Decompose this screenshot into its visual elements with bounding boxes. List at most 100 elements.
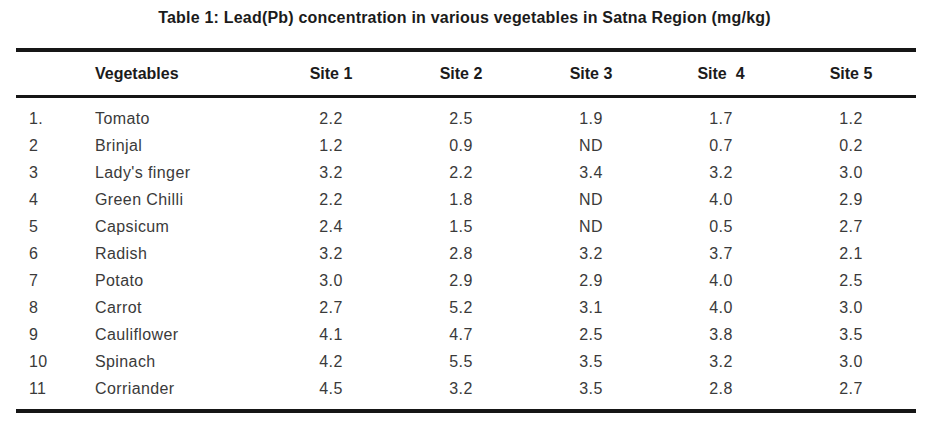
row-number: 2: [16, 132, 78, 159]
column-header-site-5: Site 5: [786, 50, 916, 97]
site-4-value: 3.8: [656, 321, 786, 348]
site-3-value: 3.2: [526, 240, 656, 267]
site-1-value: 4.5: [266, 375, 396, 411]
lead-concentration-table: Vegetables Site 1 Site 2 Site 3 Site 4 S…: [16, 48, 916, 413]
column-header-site-1: Site 1: [266, 50, 396, 97]
row-number: 11: [16, 375, 78, 411]
site-2-value: 1.8: [396, 186, 526, 213]
table-row: 5Capsicum2.41.5ND0.52.7: [16, 213, 916, 240]
row-number: 3: [16, 159, 78, 186]
site-3-value: ND: [526, 213, 656, 240]
table-row: 3Lady's finger3.22.23.43.23.0: [16, 159, 916, 186]
site-1-value: 4.1: [266, 321, 396, 348]
site-2-value: 2.9: [396, 267, 526, 294]
table-row: 7Potato3.02.92.94.02.5: [16, 267, 916, 294]
site-4-value: 3.2: [656, 348, 786, 375]
site-5-value: 1.2: [786, 97, 916, 133]
site-4-value: 2.8: [656, 375, 786, 411]
table-row: 8Carrot2.75.23.14.03.0: [16, 294, 916, 321]
row-number: 1.: [16, 97, 78, 133]
site-1-value: 2.2: [266, 186, 396, 213]
table-body: 1.Tomato2.22.51.91.71.22Brinjal1.20.9ND0…: [16, 97, 916, 412]
vegetable-name: Tomato: [78, 97, 266, 133]
site-2-value: 2.5: [396, 97, 526, 133]
site-4-value: 1.7: [656, 97, 786, 133]
site-5-value: 3.0: [786, 294, 916, 321]
site-4-value: 4.0: [656, 186, 786, 213]
site-3-value: ND: [526, 132, 656, 159]
site-4-value: 4.0: [656, 267, 786, 294]
table-row: 10Spinach4.25.53.53.23.0: [16, 348, 916, 375]
site-3-value: 3.5: [526, 348, 656, 375]
site-2-value: 2.8: [396, 240, 526, 267]
site-3-value: ND: [526, 186, 656, 213]
table-row: 1.Tomato2.22.51.91.71.2: [16, 97, 916, 133]
site-5-value: 2.7: [786, 375, 916, 411]
site-2-value: 2.2: [396, 159, 526, 186]
vegetable-name: Potato: [78, 267, 266, 294]
table-row: 9Cauliflower4.14.72.53.83.5: [16, 321, 916, 348]
site-5-value: 3.5: [786, 321, 916, 348]
row-number: 8: [16, 294, 78, 321]
site-3-value: 3.4: [526, 159, 656, 186]
table-row: 4Green Chilli2.21.8ND4.02.9: [16, 186, 916, 213]
vegetable-name: Green Chilli: [78, 186, 266, 213]
site-5-value: 2.7: [786, 213, 916, 240]
site-1-value: 2.4: [266, 213, 396, 240]
site-2-value: 1.5: [396, 213, 526, 240]
site-5-value: 2.1: [786, 240, 916, 267]
site-1-value: 4.2: [266, 348, 396, 375]
site-3-value: 2.5: [526, 321, 656, 348]
vegetable-name: Corriander: [78, 375, 266, 411]
site-5-value: 2.5: [786, 267, 916, 294]
site-1-value: 2.7: [266, 294, 396, 321]
header-row: Vegetables Site 1 Site 2 Site 3 Site 4 S…: [16, 50, 916, 97]
row-number: 9: [16, 321, 78, 348]
site-4-value: 3.7: [656, 240, 786, 267]
site-1-value: 1.2: [266, 132, 396, 159]
site-1-value: 3.2: [266, 240, 396, 267]
site-4-value: 4.0: [656, 294, 786, 321]
column-header-site-2: Site 2: [396, 50, 526, 97]
site-3-value: 1.9: [526, 97, 656, 133]
row-number: 10: [16, 348, 78, 375]
vegetable-name: Cauliflower: [78, 321, 266, 348]
row-number: 7: [16, 267, 78, 294]
row-number: 6: [16, 240, 78, 267]
site-3-value: 2.9: [526, 267, 656, 294]
vegetable-name: Lady's finger: [78, 159, 266, 186]
site-3-value: 3.1: [526, 294, 656, 321]
site-2-value: 5.5: [396, 348, 526, 375]
table-row: 6Radish3.22.83.23.72.1: [16, 240, 916, 267]
site-3-value: 3.5: [526, 375, 656, 411]
vegetable-name: Carrot: [78, 294, 266, 321]
vegetable-name: Spinach: [78, 348, 266, 375]
column-header-site-3: Site 3: [526, 50, 656, 97]
site-2-value: 4.7: [396, 321, 526, 348]
row-number: 5: [16, 213, 78, 240]
column-header-number: [16, 50, 78, 97]
site-1-value: 3.2: [266, 159, 396, 186]
site-1-value: 3.0: [266, 267, 396, 294]
site-2-value: 5.2: [396, 294, 526, 321]
row-number: 4: [16, 186, 78, 213]
document-page: Table 1: Lead(Pb) concentration in vario…: [0, 0, 929, 434]
site-5-value: 0.2: [786, 132, 916, 159]
vegetable-name: Radish: [78, 240, 266, 267]
site-1-value: 2.2: [266, 97, 396, 133]
column-header-vegetables: Vegetables: [78, 50, 266, 97]
site-2-value: 0.9: [396, 132, 526, 159]
site-5-value: 3.0: [786, 159, 916, 186]
column-header-site-4: Site 4: [656, 50, 786, 97]
site-5-value: 2.9: [786, 186, 916, 213]
vegetable-name: Brinjal: [78, 132, 266, 159]
site-5-value: 3.0: [786, 348, 916, 375]
table-row: 2Brinjal1.20.9ND0.70.2: [16, 132, 916, 159]
site-2-value: 3.2: [396, 375, 526, 411]
site-4-value: 0.7: [656, 132, 786, 159]
site-4-value: 3.2: [656, 159, 786, 186]
table-title: Table 1: Lead(Pb) concentration in vario…: [0, 9, 929, 27]
vegetable-name: Capsicum: [78, 213, 266, 240]
site-4-value: 0.5: [656, 213, 786, 240]
table-row: 11Corriander4.53.23.52.82.7: [16, 375, 916, 411]
